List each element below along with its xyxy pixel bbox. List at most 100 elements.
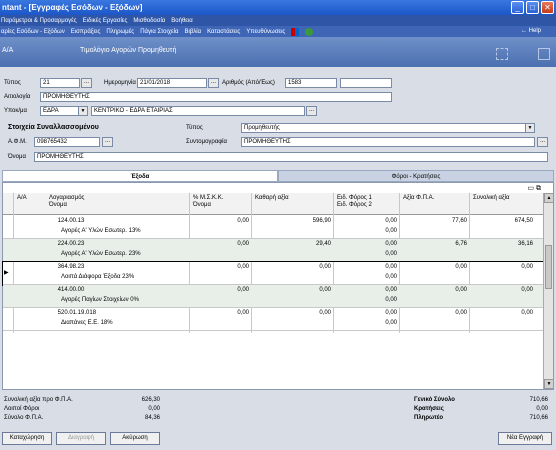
table-row[interactable]: 4 14.00.00 Αγορές Παγίων Στοιχείων 0% 0,00 0… (3, 285, 543, 308)
cell-net[interactable]: 596,90 (312, 218, 331, 224)
cell-aa[interactable]: 5 (57, 310, 61, 316)
menu-payments[interactable]: Πληρωμές (106, 28, 135, 35)
partner-lookup-button[interactable]: ... (537, 137, 548, 147)
maximize-icon[interactable]: □ (526, 1, 539, 14)
save-button[interactable]: Καταχώρηση (2, 432, 52, 445)
afm-field[interactable]: 098765432 (34, 137, 100, 147)
cell-net[interactable]: 0,00 (319, 287, 331, 293)
cell-tax1[interactable]: 0,00 (385, 310, 397, 316)
menu-fixed-assets[interactable]: Πάγια Στοιχεία (140, 28, 179, 35)
cell-account[interactable]: 20.01.19.018 (61, 310, 97, 316)
col-aa[interactable]: Α/Α (17, 195, 27, 202)
cancel-button[interactable]: Ακύρωση (110, 432, 160, 445)
col-account[interactable]: Λογαριασμός Όνομα (49, 195, 84, 209)
cell-account[interactable]: 24.00.23 (61, 241, 85, 247)
cell-tax1[interactable]: 0,00 (385, 218, 397, 224)
reason-field[interactable]: ΠΡΟΜΗΘΕΥΤΗΣ (40, 92, 392, 102)
cell-aa[interactable]: 1 (57, 218, 61, 224)
table-row[interactable]: 2 24.00.23 Αγορές Α' Υλών Εσωτερ. 23% 0,00 2… (3, 239, 543, 262)
cell-net[interactable]: 0,00 (319, 310, 331, 316)
cell-total[interactable]: 0,00 (521, 287, 533, 293)
number-from-field[interactable]: 1583 (285, 78, 337, 88)
menu-payroll[interactable]: Μισθοδοσία (133, 17, 166, 24)
col-vat[interactable]: Αξία Φ.Π.Α. (403, 195, 434, 202)
help-link[interactable]: ← Help (520, 28, 541, 34)
menu-declarations[interactable]: Υπευθύνωσεις (246, 28, 286, 35)
cell-tax1[interactable]: 0,00 (385, 287, 397, 293)
afm-lookup-button[interactable]: ... (102, 137, 113, 147)
cell-msk[interactable]: 0,00 (237, 264, 249, 270)
cell-account[interactable]: 64.98.23 (61, 264, 85, 270)
date-picker-button[interactable]: ... (208, 78, 219, 88)
table-row[interactable]: 3 64.98.23 Λοιπά Διάφορα Έξοδα 23% 0,00 0,00… (2, 261, 544, 286)
cascade-icon[interactable]: ⧉ (536, 185, 541, 192)
cell-vat[interactable]: 77,60 (451, 218, 467, 224)
cell-name[interactable]: Λοιπά Διάφορα Έξοδα 23% (61, 274, 135, 280)
cell-tax2[interactable]: 0,00 (385, 320, 397, 326)
col-msk[interactable]: % Μ.Σ.Κ.Κ. Όνομα (193, 195, 223, 209)
cell-aa[interactable]: 2 (57, 241, 61, 247)
new-entry-button[interactable]: Νέα Εγγραφή (498, 432, 552, 445)
chevron-down-icon[interactable]: ▼ (525, 124, 534, 132)
scroll-down-icon[interactable]: ▼ (544, 379, 554, 389)
cell-tax2[interactable]: 0,00 (385, 297, 397, 303)
cell-tax2[interactable]: 0,00 (385, 251, 397, 257)
number-to-field[interactable] (340, 78, 392, 88)
col-net[interactable]: Καθαρή αξία (255, 195, 289, 202)
cell-vat[interactable]: 0,00 (455, 287, 467, 293)
cell-name[interactable]: Αγορές Α' Υλών Εσωτερ. 13% (61, 228, 141, 234)
chevron-down-icon[interactable]: ▼ (78, 107, 87, 115)
cell-msk[interactable]: 0,00 (237, 310, 249, 316)
cell-tax1[interactable]: 0,00 (385, 264, 397, 270)
close-icon[interactable]: ✕ (541, 1, 554, 14)
cell-msk[interactable]: 0,00 (237, 218, 249, 224)
col-tax[interactable]: Ειδ. Φόρος 1 Ειδ. Φόρος 2 (337, 195, 372, 209)
cell-net[interactable]: 29,40 (315, 241, 331, 247)
date-field[interactable]: 21/01/2018 (137, 78, 207, 88)
menu-books[interactable]: Βιβλία (184, 28, 202, 35)
cell-vat[interactable]: 0,00 (455, 310, 467, 316)
scroll-up-icon[interactable]: ▲ (544, 193, 554, 203)
menu-help[interactable]: Βοήθεια (171, 17, 193, 24)
cell-msk[interactable]: 0,00 (237, 241, 249, 247)
cell-account[interactable]: 24.00.13 (61, 218, 85, 224)
tab-expenses[interactable]: Έξοδα (2, 170, 278, 182)
window-icon[interactable] (538, 48, 550, 60)
cell-vat[interactable]: 0,00 (455, 264, 467, 270)
grid-scrollbar[interactable]: ▲ ▼ (543, 193, 554, 389)
party-type-select[interactable]: Προμηθευτής ▼ (241, 123, 535, 133)
type-field[interactable]: 21 (40, 78, 80, 88)
cell-name[interactable]: Διαπάνες Ε.Ε. 18% (61, 320, 113, 326)
cell-total[interactable]: 0,00 (521, 264, 533, 270)
cell-total[interactable]: 36,16 (517, 241, 533, 247)
cell-net[interactable]: 0,00 (319, 264, 331, 270)
scroll-thumb[interactable] (545, 245, 552, 289)
layout-icon[interactable] (496, 48, 508, 60)
delete-button[interactable]: Διαγραφή (56, 432, 106, 445)
tab-taxes[interactable]: Φόροι - Κρατήσεις (278, 170, 554, 182)
type-lookup-button[interactable]: ... (81, 78, 92, 88)
cell-vat[interactable]: 6,76 (455, 241, 467, 247)
branch-code-field[interactable]: ΕΔΡΑ ▼ (40, 106, 88, 116)
menu-entries[interactable]: αρίες Εσόδων - Εξόδων (1, 28, 65, 35)
table-row[interactable]: 5 20.01.19.018 Διαπάνες Ε.Ε. 18% 0,00 0,00 0,… (3, 308, 543, 331)
cell-name[interactable]: Αγορές Παγίων Στοιχείων 0% (61, 297, 139, 303)
cell-tax2[interactable]: 0,00 (385, 228, 397, 234)
menu-special[interactable]: Ειδικές Εργασίες (82, 17, 128, 24)
cell-tax2[interactable]: 0,00 (385, 274, 397, 280)
cell-account[interactable]: 14.00.00 (61, 287, 85, 293)
restore-icon[interactable]: ▭ (527, 185, 535, 192)
name-field[interactable]: ΠΡΟΜΗΘΕΥΤΗΣ (34, 152, 548, 162)
cell-aa[interactable]: 3 (57, 264, 61, 270)
menu-receipts[interactable]: Εισπράξεις (70, 28, 101, 35)
cell-aa[interactable]: 4 (57, 287, 61, 293)
branch-lookup-button[interactable]: ... (306, 106, 317, 116)
cell-tax1[interactable]: 0,00 (385, 241, 397, 247)
minimize-icon[interactable]: _ (511, 1, 524, 14)
menu-reports[interactable]: Καταστάσεις (207, 28, 241, 35)
cell-total[interactable]: 674,50 (514, 218, 533, 224)
col-total[interactable]: Συνολική αξία (473, 195, 510, 202)
partner-field[interactable]: ΠΡΟΜΗΘΕΥΤΗΣ (241, 137, 535, 147)
cell-name[interactable]: Αγορές Α' Υλών Εσωτερ. 23% (61, 251, 141, 257)
menu-settings[interactable]: Παράμετροι & Προσαρμογές (1, 17, 77, 24)
